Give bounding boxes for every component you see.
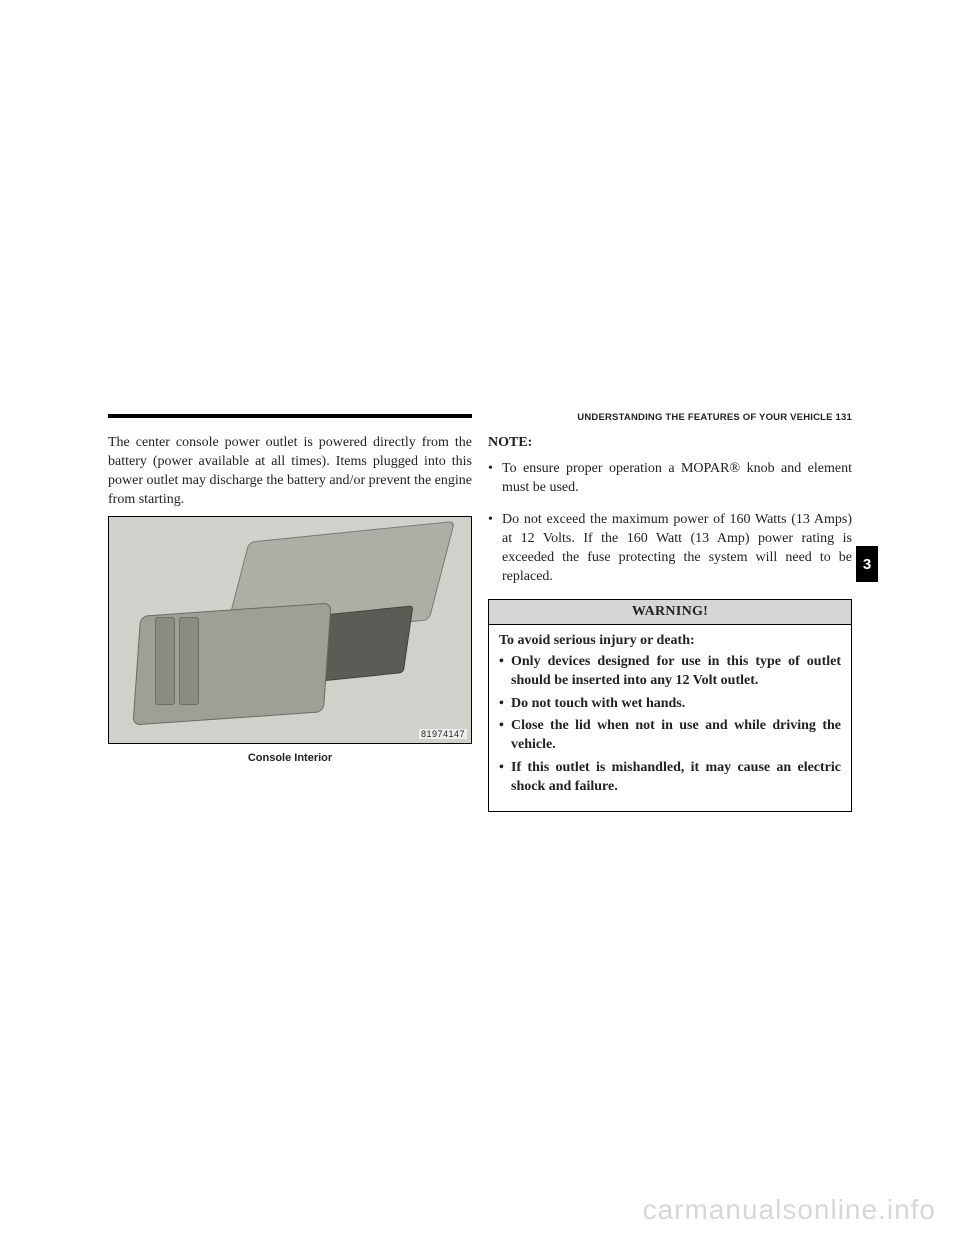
- console-figure: 81974147 Console Interior: [108, 516, 472, 764]
- warning-item: Close the lid when not in use and while …: [499, 717, 841, 755]
- warning-box: WARNING! To avoid serious injury or deat…: [488, 599, 852, 812]
- content-area: The center console power outlet is power…: [108, 418, 852, 812]
- watermark-text: carmanualsonline.info: [643, 1194, 936, 1226]
- figure-caption: Console Interior: [108, 752, 472, 764]
- warning-item: Only devices designed for use in this ty…: [499, 653, 841, 691]
- warning-list: Only devices designed for use in this ty…: [499, 653, 841, 797]
- warning-heading: WARNING!: [489, 600, 851, 625]
- note-label: NOTE:: [488, 434, 852, 453]
- two-column-layout: The center console power outlet is power…: [108, 434, 852, 812]
- right-column: NOTE: To ensure proper operation a MOPAR…: [488, 434, 852, 812]
- note-item: To ensure proper operation a MOPAR® knob…: [488, 459, 852, 498]
- intro-paragraph: The center console power outlet is power…: [108, 434, 472, 510]
- figure-id: 81974147: [419, 729, 467, 739]
- warning-item: Do not touch with wet hands.: [499, 695, 841, 714]
- console-slot: [179, 617, 199, 705]
- warning-item: If this outlet is mishandled, it may cau…: [499, 759, 841, 797]
- note-list: To ensure proper operation a MOPAR® knob…: [488, 459, 852, 587]
- manual-page: UNDERSTANDING THE FEATURES OF YOUR VEHIC…: [0, 0, 960, 1242]
- section-tab: 3: [856, 546, 878, 582]
- note-item: Do not exceed the maximum power of 160 W…: [488, 510, 852, 587]
- console-slot: [155, 617, 175, 705]
- note-label-text: NOTE:: [488, 435, 532, 450]
- warning-body: To avoid serious injury or death: Only d…: [489, 625, 851, 811]
- left-column: The center console power outlet is power…: [108, 434, 472, 812]
- console-illustration: 81974147: [108, 516, 472, 744]
- warning-lead: To avoid serious injury or death:: [499, 633, 841, 649]
